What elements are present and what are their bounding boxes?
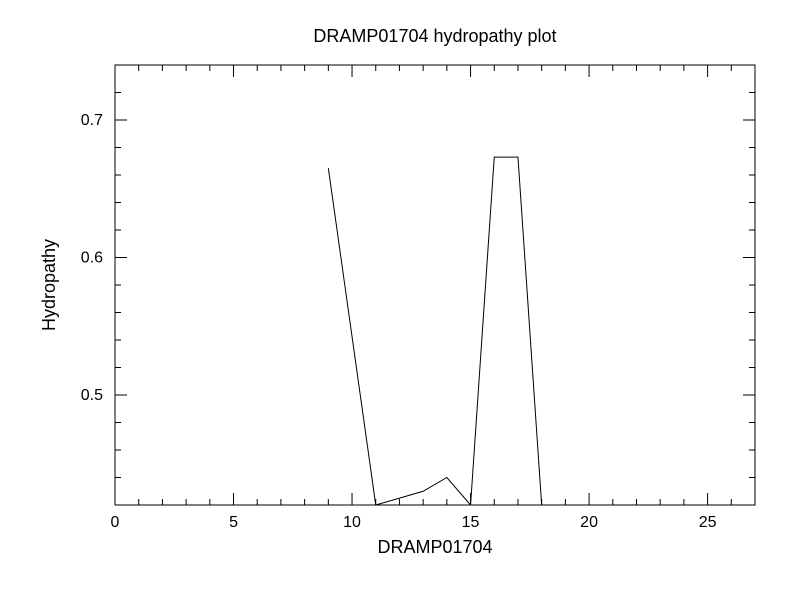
plot-box [115, 65, 755, 505]
chart-svg: 0 5 10 15 20 25 0.5 0.6 0.7 DRAMP01704 hydropathy… [0, 0, 800, 600]
x-tick-label: 5 [229, 514, 238, 531]
y-tick-label: 0.5 [81, 387, 103, 404]
x-tick-label: 25 [699, 514, 717, 531]
y-tick-label: 0.6 [81, 250, 103, 267]
x-tick-label: 10 [343, 514, 361, 531]
y-tick-label: 0.7 [81, 112, 103, 129]
x-axis-label: DRAMP01704 [377, 537, 492, 557]
hydropathy-chart: 0 5 10 15 20 25 0.5 0.6 0.7 DRAMP01704 hydropathy… [0, 0, 800, 600]
chart-title: DRAMP01704 hydropathy plot [313, 26, 556, 46]
x-tick-label: 0 [111, 514, 120, 531]
y-axis-label: Hydropathy [39, 239, 59, 331]
x-tick-label: 15 [462, 514, 480, 531]
data-line [328, 157, 541, 505]
x-tick-label: 20 [580, 514, 598, 531]
